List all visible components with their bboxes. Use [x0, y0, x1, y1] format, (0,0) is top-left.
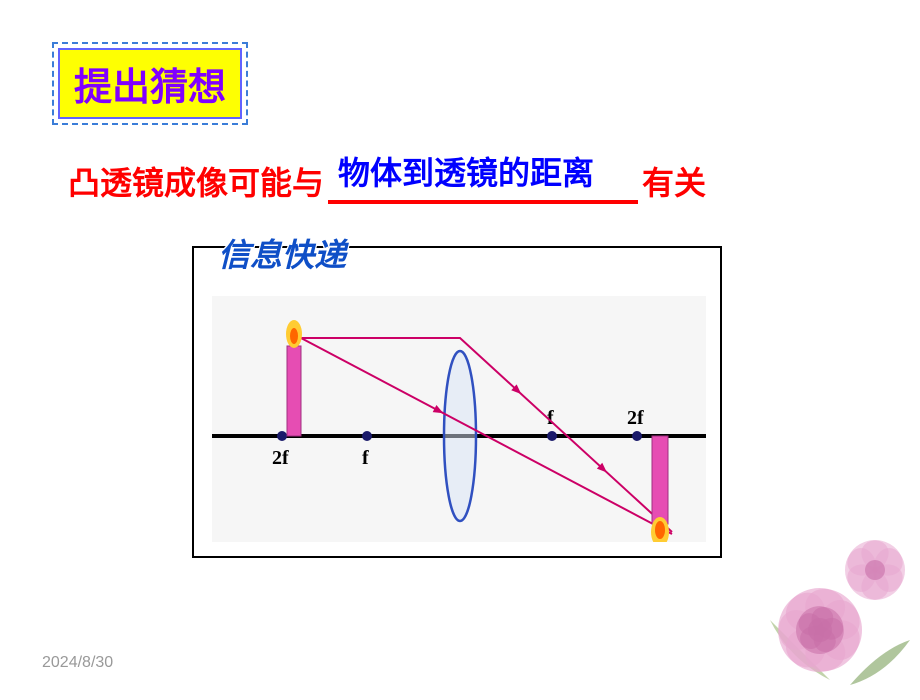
sentence-suffix: 有关 [642, 165, 706, 201]
title-box: 提出猜想 [58, 48, 242, 119]
info-express-label: 信息快递 [218, 230, 346, 276]
fill-blank: 物体到透镜的距离 [328, 164, 638, 204]
svg-text:f: f [362, 447, 369, 469]
diagram-panel: 2fff2f [212, 296, 706, 542]
flower-decoration [710, 500, 920, 700]
title-box-wrapper: 提出猜想 [52, 42, 248, 125]
svg-text:2f: 2f [627, 407, 644, 429]
slide-container: 提出猜想 凸透镜成像可能与物体到透镜的距离有关 信息快递 2fff2f 2024… [0, 0, 920, 690]
hypothesis-sentence: 凸透镜成像可能与物体到透镜的距离有关 [68, 158, 706, 204]
sentence-prefix: 凸透镜成像可能与 [68, 165, 324, 201]
blank-answer: 物体到透镜的距离 [338, 148, 594, 194]
svg-text:2f: 2f [272, 447, 289, 469]
diagram-frame: 2fff2f [192, 246, 722, 558]
date-label: 2024/8/30 [42, 654, 113, 672]
ray-diagram-svg: 2fff2f [212, 296, 706, 542]
title-text: 提出猜想 [74, 67, 226, 109]
